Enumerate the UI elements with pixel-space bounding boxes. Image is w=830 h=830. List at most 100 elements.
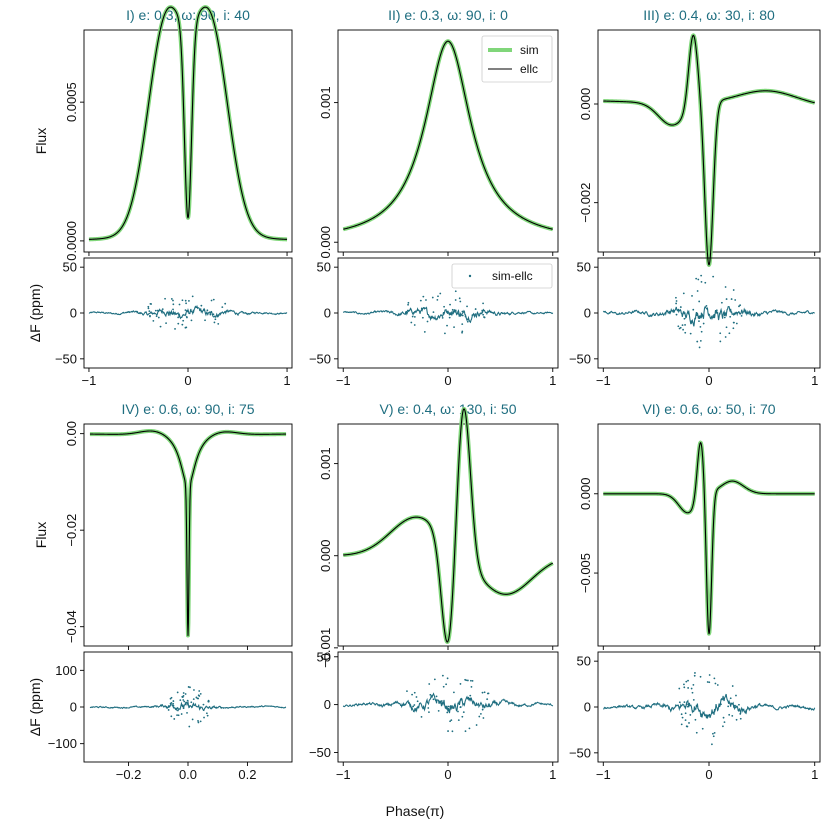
residual-point (483, 316, 486, 319)
residual-y-tick-label: 50 (317, 260, 331, 275)
residual-point (406, 690, 408, 692)
residual-point (684, 712, 687, 715)
residual-point (684, 324, 686, 326)
residual-point (466, 320, 469, 323)
residual-point (732, 289, 735, 291)
residual-point (740, 315, 743, 317)
residual-point (164, 297, 166, 300)
x-tick-label: 0 (705, 767, 712, 782)
residual-point (457, 710, 459, 713)
residual-point (711, 743, 713, 746)
residual-point (481, 309, 484, 312)
residual-point (675, 302, 678, 305)
residual-point (436, 298, 439, 301)
residual-y-tick-label: 50 (577, 260, 591, 275)
residual-point (447, 730, 449, 732)
residual-point (412, 705, 415, 708)
residual-point (469, 679, 472, 682)
residual-point (197, 721, 200, 724)
residual-point (682, 328, 684, 331)
residual-point (423, 331, 426, 333)
residual-point (687, 679, 689, 682)
y-tick-label: 0.0000 (64, 221, 79, 261)
residual-point (172, 303, 175, 306)
residual-point (691, 691, 694, 694)
residual-point (413, 324, 416, 326)
residual-point (448, 709, 451, 712)
residual-point (184, 703, 187, 706)
residual-line (342, 306, 554, 324)
x-tick-label: 1 (283, 373, 290, 388)
residual-point (150, 303, 153, 305)
residual-point (712, 275, 715, 278)
residual-point (206, 309, 209, 312)
residual-point (459, 706, 462, 708)
y-tick-label: 0.0005 (64, 82, 79, 122)
sim-curve (601, 33, 817, 267)
residual-point (213, 321, 216, 324)
residual-point (177, 709, 179, 712)
residual-point (683, 683, 685, 686)
ellc-curve (343, 408, 554, 643)
residual-y-tick-label: 50 (317, 649, 331, 664)
residual-point (182, 699, 185, 701)
residual-point (176, 691, 179, 694)
sim-curve (601, 440, 817, 636)
residual-point (712, 735, 715, 738)
residual-point (724, 336, 727, 338)
residual-point (443, 305, 445, 308)
residual-point (468, 727, 471, 730)
residual-point (471, 680, 474, 682)
residual-point (482, 302, 484, 305)
residual-point (679, 306, 682, 308)
residual-point (181, 323, 184, 326)
residual-point (733, 321, 735, 324)
residual-point (696, 340, 699, 343)
residual-point (729, 697, 732, 700)
residual-point (182, 707, 185, 710)
residual-point (425, 299, 427, 301)
residual-point (450, 719, 453, 721)
residual-point (152, 319, 155, 322)
residual-point (165, 706, 168, 709)
residual-point (689, 332, 692, 335)
sim-curve (87, 5, 289, 242)
panel-4: IV) e: 0.6, ω: 90, i: 750.00−0.02−0.04Fl… (27, 401, 293, 782)
x-tick-label: −1 (82, 373, 97, 388)
residual-point (170, 298, 173, 300)
residual-y-tick-label: 0 (324, 306, 331, 321)
residual-point (428, 711, 430, 714)
residual-point (454, 299, 457, 301)
residual-point (168, 705, 170, 708)
x-tick-label: −1 (596, 373, 611, 388)
panel-title: III) e: 0.4, ω: 30, i: 80 (643, 7, 775, 23)
residual-point (681, 716, 684, 719)
residual-point (439, 292, 442, 295)
residual-point (172, 299, 174, 302)
residual-point (461, 715, 464, 718)
residual-point (177, 322, 180, 325)
residual-point (734, 299, 737, 301)
residual-point (697, 278, 700, 281)
residual-point (695, 731, 698, 734)
residual-point (698, 320, 700, 323)
residual-point (714, 682, 717, 685)
residual-point (684, 331, 687, 334)
residual-point (464, 730, 467, 733)
residual-y-axis-label: ΔF (ppm) (27, 284, 43, 342)
residual-point (182, 692, 185, 694)
residual-point (191, 295, 194, 298)
residual-point (446, 711, 449, 714)
residual-point (457, 313, 460, 315)
residual-point (687, 687, 690, 689)
plot-frame (597, 29, 821, 253)
residual-point (453, 326, 455, 329)
residual-point (689, 714, 692, 716)
residual-point (421, 316, 424, 319)
residual-point (688, 722, 690, 724)
residual-point (413, 691, 416, 694)
y-tick-label: −0.005 (578, 553, 593, 593)
residual-point (452, 691, 455, 694)
ellc-curve (603, 34, 815, 266)
